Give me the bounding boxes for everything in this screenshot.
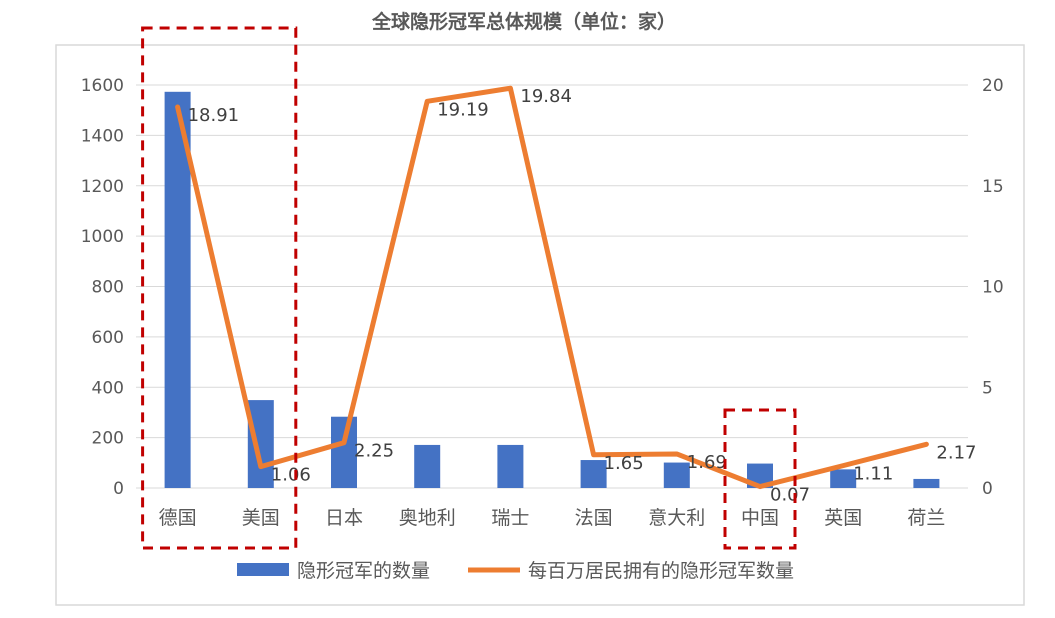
bar	[830, 469, 857, 488]
legend-label-bar: 隐形冠军的数量	[297, 560, 430, 582]
left-tick-label: 0	[113, 479, 124, 499]
line-data-label: 1.69	[687, 452, 727, 473]
line-data-label: 0.07	[770, 485, 810, 506]
data-labels: 18.91 1.06 2.25 19.19 19.84 1.65 1.69 0.07 1.11 2…	[188, 86, 977, 505]
chart-frame	[55, 44, 1025, 606]
highlight-boxes	[141, 26, 797, 550]
category-label: 奥地利	[399, 507, 456, 529]
line-data-label: 1.11	[853, 464, 893, 485]
category-label: 日本	[325, 507, 363, 529]
gridlines	[136, 84, 968, 489]
left-tick-label: 400	[92, 378, 124, 398]
left-tick-label: 200	[92, 429, 124, 449]
category-label: 荷兰	[907, 507, 945, 529]
legend-label-line: 每百万居民拥有的隐形冠军数量	[528, 560, 794, 582]
highlight-box	[141, 26, 298, 550]
line-data-label: 19.84	[520, 86, 572, 107]
right-tick-label: 15	[982, 177, 1004, 197]
line-series	[175, 85, 929, 490]
left-tick-label: 600	[92, 328, 124, 348]
right-tick-label: 5	[982, 378, 993, 398]
bar	[913, 478, 940, 488]
bar	[580, 460, 607, 488]
left-tick-label: 1600	[81, 76, 124, 96]
line-data-label: 1.65	[604, 453, 644, 474]
category-label: 瑞士	[491, 507, 529, 529]
bar	[331, 416, 357, 488]
line-path	[175, 85, 929, 490]
left-tick-label: 1200	[81, 177, 124, 197]
right-axis: 0 5 10 15 20	[982, 76, 1004, 499]
right-tick-label: 10	[982, 278, 1004, 298]
right-tick-label: 20	[982, 76, 1004, 96]
category-label: 意大利	[648, 507, 705, 529]
bar-series	[164, 91, 940, 488]
left-tick-label: 1400	[81, 126, 124, 146]
right-tick-label: 0	[982, 479, 993, 499]
category-axis: 德国 美国 日本 奥地利 瑞士 法国 意大利 中国 英国 荷兰	[159, 507, 946, 529]
line-data-label: 18.91	[188, 105, 240, 126]
category-label: 德国	[159, 507, 197, 529]
bar	[247, 400, 274, 488]
line-data-label: 19.19	[437, 99, 489, 120]
left-tick-label: 800	[92, 278, 124, 298]
left-tick-label: 1000	[81, 227, 124, 247]
category-label: 英国	[824, 507, 862, 529]
line-data-label: 2.25	[354, 441, 394, 462]
bar	[414, 444, 441, 488]
bar	[497, 444, 524, 488]
chart-title: 全球隐形冠军总体规模（单位：家）	[371, 10, 676, 33]
legend: 隐形冠军的数量 每百万居民拥有的隐形冠军数量	[237, 560, 794, 582]
category-label: 中国	[741, 507, 779, 529]
legend-swatch-bar	[237, 563, 289, 576]
line-data-label: 2.17	[936, 442, 976, 463]
bar	[164, 91, 191, 488]
category-label: 法国	[575, 507, 613, 529]
highlight-box	[723, 408, 797, 550]
category-label: 美国	[242, 507, 280, 529]
left-axis: 0 200 400 600 800 1000 1200 1400 1600	[81, 76, 124, 499]
line-data-label: 1.06	[271, 465, 311, 486]
bar	[663, 462, 690, 488]
